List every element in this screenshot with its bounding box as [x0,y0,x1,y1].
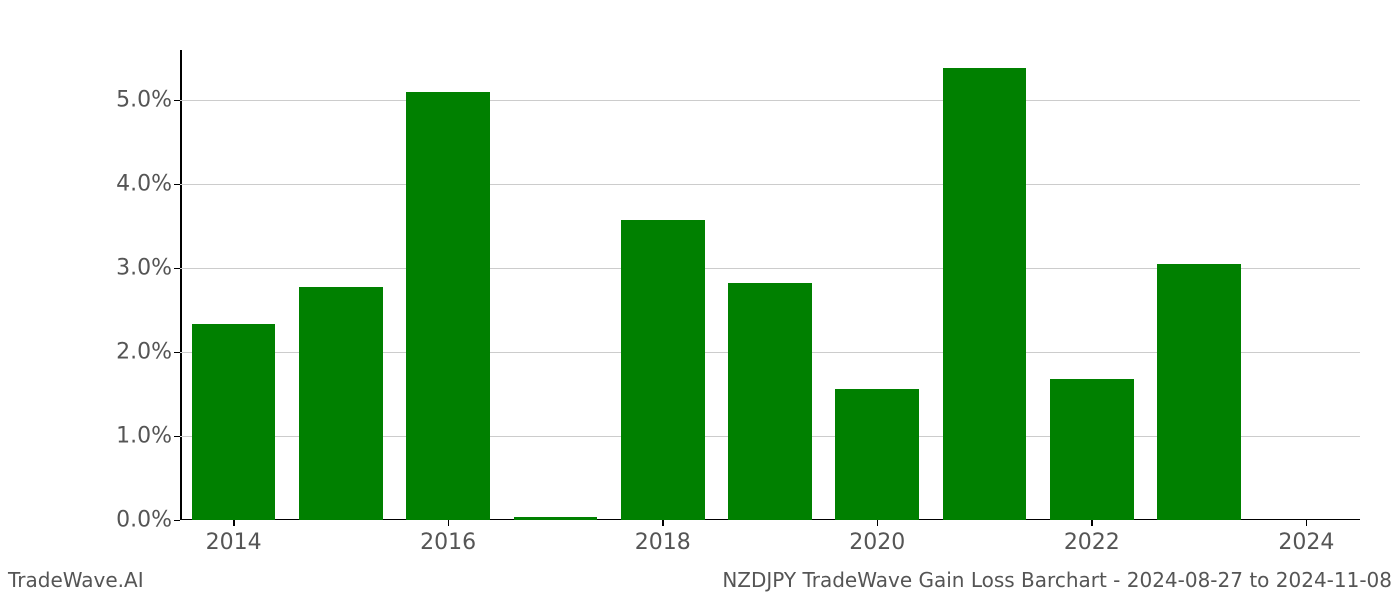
footer-left-text: TradeWave.AI [8,568,144,592]
bar [621,220,705,520]
bar [192,324,276,520]
x-axis-label: 2018 [635,530,691,555]
x-tick [1306,520,1308,526]
y-tick [174,436,180,438]
x-axis-label: 2014 [206,530,262,555]
bar [299,287,383,520]
bar [514,517,598,520]
x-tick [448,520,450,526]
y-axis-label: 4.0% [116,172,172,197]
gridline [180,184,1360,185]
x-axis-label: 2020 [849,530,905,555]
footer-right-text: NZDJPY TradeWave Gain Loss Barchart - 20… [722,568,1392,592]
y-tick [174,352,180,354]
y-axis-label: 0.0% [116,508,172,533]
x-tick [662,520,664,526]
bar [1050,379,1134,520]
bar [406,92,490,520]
bar [728,283,812,520]
x-axis-label: 2022 [1064,530,1120,555]
plot-area [180,50,1360,520]
y-axis-label: 1.0% [116,424,172,449]
bar [1157,264,1241,520]
bar [835,389,919,520]
x-axis-label: 2024 [1278,530,1334,555]
y-tick [174,184,180,186]
bar [943,68,1027,520]
y-axis-label: 2.0% [116,340,172,365]
x-tick [877,520,879,526]
y-tick [174,520,180,522]
x-tick [233,520,235,526]
y-tick [174,100,180,102]
chart-plot-area [180,50,1360,520]
y-axis-line [180,50,182,520]
x-axis-label: 2016 [420,530,476,555]
y-axis-label: 5.0% [116,88,172,113]
y-tick [174,268,180,270]
x-tick [1091,520,1093,526]
gridline [180,100,1360,101]
y-axis-label: 3.0% [116,256,172,281]
